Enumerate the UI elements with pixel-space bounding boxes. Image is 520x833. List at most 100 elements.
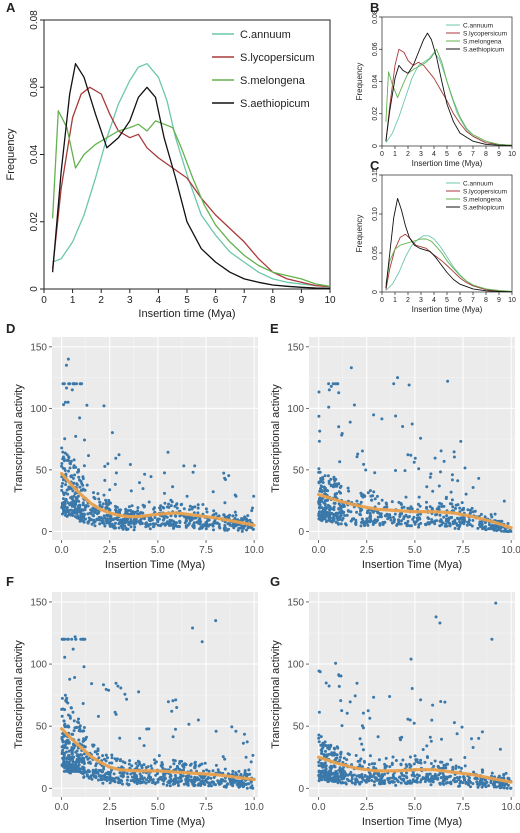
scatter-point (177, 776, 181, 780)
scatter-point (208, 523, 212, 527)
scatter-point (93, 524, 97, 528)
scatter-point (506, 776, 510, 780)
scatter-point (117, 526, 121, 530)
scatter-point (118, 771, 122, 775)
scatter-point (500, 786, 503, 789)
scatter-point (185, 777, 189, 781)
scatter-point (399, 738, 402, 742)
scatter-point (142, 744, 146, 748)
scatter-point (363, 774, 367, 777)
scatter-point (416, 518, 419, 522)
scatter-point (417, 774, 421, 778)
scatter-point (61, 478, 65, 482)
scatter-point (240, 517, 244, 520)
scatter-point (409, 764, 413, 768)
scatter-point (132, 528, 136, 532)
scatter-point (451, 505, 455, 509)
scatter-point (106, 462, 110, 466)
scatter-point (136, 509, 140, 513)
scatter-point (108, 761, 112, 765)
scatter-point (63, 513, 67, 517)
scatter-point (82, 665, 86, 669)
y-tick-label: 0.08 (29, 10, 40, 30)
scatter-point (64, 483, 68, 487)
scatter-point (185, 494, 189, 498)
scatter-point (463, 466, 467, 470)
x-tick-label: 1 (70, 295, 76, 306)
scatter-point (154, 781, 158, 785)
scatter-point (125, 782, 129, 786)
scatter-point (119, 686, 123, 690)
scatter-point (359, 524, 363, 528)
scatter-point (77, 729, 81, 733)
scatter-point (404, 775, 408, 779)
scatter-point (407, 383, 411, 387)
x-tick-label: 5.0 (408, 545, 422, 556)
scatter-point (60, 484, 64, 488)
scatter-point (185, 519, 188, 523)
scatter-point (338, 770, 342, 774)
scatter-point (74, 750, 78, 754)
scatter-point (207, 769, 211, 773)
scatter-point (61, 481, 64, 485)
scatter-point (330, 778, 334, 782)
scatter-point (341, 771, 345, 775)
scatter-point (216, 779, 220, 783)
scatter-point (98, 522, 102, 526)
scatter-point (119, 758, 122, 762)
scatter-point (388, 513, 392, 517)
scatter-point (351, 781, 354, 785)
scatter-point (246, 514, 250, 518)
scatter-point (233, 493, 237, 497)
scatter-point (111, 518, 115, 522)
scatter-point (489, 513, 493, 517)
scatter-point (249, 780, 253, 784)
trend-line (317, 755, 513, 784)
scatter-point (424, 775, 428, 779)
scatter-point (69, 706, 73, 710)
scatter-point (430, 520, 434, 524)
scatter-point (72, 458, 76, 462)
scatter-point (339, 522, 343, 526)
scatter-point (196, 718, 200, 722)
scatter-point (251, 753, 255, 757)
scatter-point (358, 737, 362, 741)
scatter-point (189, 775, 193, 779)
scatter-point (224, 785, 228, 789)
scatter-point (377, 502, 381, 505)
x-tick-label: 8 (270, 295, 276, 306)
scatter-point (243, 732, 246, 736)
scatter-point (450, 502, 454, 506)
scatter-point (362, 759, 366, 763)
scatter-point (77, 507, 81, 511)
scatter-point (383, 779, 387, 783)
scatter-point (69, 501, 73, 505)
scatter-point (412, 762, 416, 766)
scatter-point (393, 512, 397, 516)
scatter-point (60, 752, 64, 756)
scatter-point (470, 506, 474, 510)
scatter-point (96, 492, 100, 496)
scatter-point (61, 504, 65, 508)
scatter-point (364, 780, 368, 784)
scatter-point (82, 464, 86, 468)
x-tick-label: 4 (432, 297, 436, 304)
y-tick-label: 150 (30, 342, 47, 353)
scatter-point (324, 764, 328, 768)
scatter-point (408, 779, 412, 783)
scatter-point (196, 503, 200, 507)
scatter-point (494, 525, 498, 529)
scatter-point (323, 474, 327, 478)
scatter-point (169, 773, 173, 777)
scatter-point (106, 756, 109, 760)
scatter-point (172, 526, 175, 530)
scatter-point (136, 759, 140, 763)
scatter-point (339, 755, 342, 759)
scatter-point (363, 524, 367, 527)
scatter-point (78, 416, 82, 420)
scatter-point (377, 758, 381, 762)
scatter-point (417, 467, 421, 471)
scatter-point (167, 502, 171, 506)
legend-label-S.melongena: S.melongena (240, 75, 306, 87)
scatter-point (413, 522, 417, 526)
